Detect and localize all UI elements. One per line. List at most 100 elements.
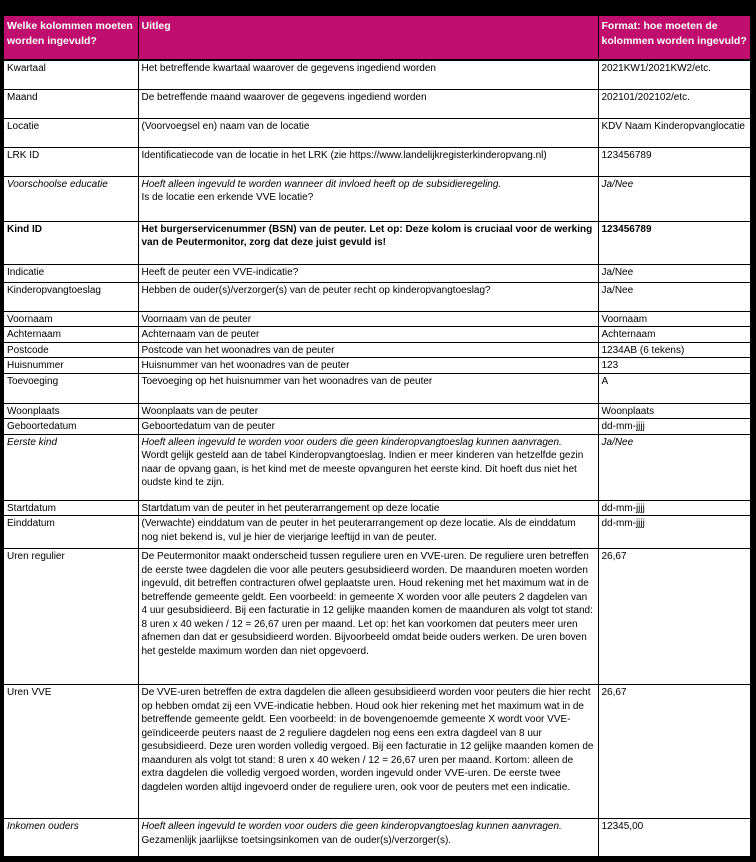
column-name-cell: Voornaam [2, 310, 139, 327]
uitleg-text: De Peutermonitor maakt onderscheid tusse… [141, 551, 593, 657]
format-cell: dd-mm-jjjj [597, 515, 752, 549]
column-name-cell: Einddatum [2, 515, 139, 549]
uitleg-cell: Voornaam van de peuter [137, 310, 599, 327]
table-row: Toevoeging Toevoeging op het huisnummer v… [2, 372, 752, 404]
uitleg-cell: Toevoeging op het huisnummer van het woo… [137, 372, 599, 404]
uitleg-cell: Startdatum van de peuter in het peuterar… [137, 499, 599, 516]
table-row: Kind ID Het burgerservicenummer (BSN) van… [2, 220, 752, 265]
column-name-cell: Toevoeging [2, 372, 139, 404]
column-name-cell: Voorschoolse educatie [2, 175, 139, 222]
uitleg-cell: Achternaam van de peuter [137, 326, 599, 343]
format-cell: 26,67 [597, 684, 752, 819]
table-row: Woonplaats Woonplaats van de peuter Woonpl… [2, 402, 752, 419]
uitleg-text: De betreffende maand waarover de gegeven… [141, 91, 427, 103]
instruction-table: Welke kolommen moeten worden ingevuld? U… [2, 14, 752, 858]
uitleg-text: Woonplaats van de peuter [141, 405, 259, 417]
table-row: Kinderopvangtoeslag Hebben de ouder(s)/ve… [2, 281, 752, 312]
uitleg-text: Gezamenlijk jaarlijkse toetsingsinkomen … [141, 834, 452, 846]
table-row: Einddatum (Verwachte) einddatum van de pe… [2, 515, 752, 549]
uitleg-cell: Het burgerservicenummer (BSN) van de peu… [137, 220, 599, 265]
uitleg-cell: Het betreffende kwartaal waarover de geg… [137, 59, 599, 90]
uitleg-text: Toevoeging op het huisnummer van het woo… [141, 375, 433, 387]
table-row: Uren VVE De VVE-uren betreffen de extra d… [2, 684, 752, 819]
uitleg-cell: (Verwachte) einddatum van de peuter in h… [137, 515, 599, 549]
table-row: LRK ID Identificatiecode van de locatie i… [2, 146, 752, 177]
uitleg-text: Startdatum van de peuter in het peuterar… [141, 502, 440, 514]
uitleg-cell: Geboortedatum van de peuter [137, 418, 599, 435]
column-name-cell: Geboortedatum [2, 418, 139, 435]
uitleg-cell: Postcode van het woonadres van de peuter [137, 341, 599, 358]
uitleg-cell: De Peutermonitor maakt onderscheid tusse… [137, 548, 599, 685]
uitleg-cell: Hebben de ouder(s)/verzorger(s) van de p… [137, 281, 599, 312]
table-row: Startdatum Startdatum van de peuter in he… [2, 499, 752, 516]
uitleg-text: Geboortedatum van de peuter [141, 421, 275, 432]
header-column-name: Welke kolommen moeten worden ingevuld? [2, 14, 139, 61]
table-body: Kwartaal Het betreffende kwartaal waarove… [2, 59, 752, 857]
uitleg-text: De VVE-uren betreffen de extra dagdelen … [141, 687, 594, 793]
uitleg-text: Heeft de peuter een VVE-indicatie? [141, 266, 299, 278]
table-row: Uren regulier De Peutermonitor maakt onde… [2, 548, 752, 685]
uitleg-text: Het burgerservicenummer (BSN) van de peu… [141, 223, 593, 249]
format-cell: Achternaam [597, 326, 752, 343]
table-row: Voorschoolse educatie Hoeft alleen ingevu… [2, 175, 752, 222]
header-format: Format: hoe moeten de kolommen worden in… [597, 14, 752, 61]
format-cell: 2021KW1/2021KW2/etc. [597, 59, 752, 90]
format-cell: 12345,00 [597, 818, 752, 857]
uitleg-text: (Verwachte) einddatum van de peuter in h… [141, 518, 576, 543]
uitleg-cell: De betreffende maand waarover de gegeven… [137, 88, 599, 119]
format-cell: Ja/Nee [597, 433, 752, 501]
uitleg-cell: Heeft de peuter een VVE-indicatie? [137, 263, 599, 283]
table-row: Maand De betreffende maand waarover de ge… [2, 88, 752, 119]
format-cell: Ja/Nee [597, 281, 752, 312]
format-cell: 1234AB (6 tekens) [597, 341, 752, 358]
uitleg-cell: Hoeft alleen ingevuld te worden wanneer … [137, 175, 599, 222]
uitleg-cell: (Voorvoegsel en) naam van de locatie [137, 117, 599, 148]
format-cell: Voornaam [597, 310, 752, 327]
format-cell: Ja/Nee [597, 175, 752, 222]
uitleg-cell: Woonplaats van de peuter [137, 402, 599, 419]
column-name-cell: Indicatie [2, 263, 139, 283]
table-header-row: Welke kolommen moeten worden ingevuld? U… [2, 14, 752, 61]
column-name-cell: Inkomen ouders [2, 818, 139, 857]
table-row: Geboortedatum Geboortedatum van de peuter… [2, 418, 752, 435]
uitleg-text: Is de locatie een erkende VVE locatie? [141, 192, 314, 203]
column-name-cell: Kwartaal [2, 59, 139, 90]
column-name-cell: Uren VVE [2, 684, 139, 819]
uitleg-text: Identificatiecode van de locatie in het … [141, 149, 547, 161]
uitleg-text: Huisnummer van het woonadres van de peut… [141, 360, 350, 371]
table-row: Locatie (Voorvoegsel en) naam van de loca… [2, 117, 752, 148]
uitleg-cell: Huisnummer van het woonadres van de peut… [137, 357, 599, 374]
uitleg-cell: De VVE-uren betreffen de extra dagdelen … [137, 684, 599, 819]
column-name-cell: Maand [2, 88, 139, 119]
uitleg-text: Hoeft alleen ingevuld te worden voor oud… [141, 821, 562, 832]
uitleg-text: (Voorvoegsel en) naam van de locatie [141, 120, 310, 132]
format-cell: KDV Naam Kinderopvanglocatie [597, 117, 752, 148]
format-cell: A [597, 372, 752, 404]
column-name-cell: Startdatum [2, 499, 139, 516]
uitleg-text: Wordt gelijk gesteld aan de tabel Kinder… [141, 450, 584, 488]
uitleg-cell: Identificatiecode van de locatie in het … [137, 146, 599, 177]
uitleg-text: Voornaam van de peuter [141, 313, 252, 325]
column-name-cell: LRK ID [2, 146, 139, 177]
column-name-cell: Kinderopvangtoeslag [2, 281, 139, 312]
uitleg-text: Postcode van het woonadres van de peuter [141, 344, 335, 356]
format-cell: 123456789 [597, 220, 752, 265]
table-row: Indicatie Heeft de peuter een VVE-indicat… [2, 263, 752, 283]
column-name-cell: Eerste kind [2, 433, 139, 501]
column-name-cell: Achternaam [2, 326, 139, 343]
table-row: Postcode Postcode van het woonadres van d… [2, 341, 752, 358]
column-name-cell: Woonplaats [2, 402, 139, 419]
table-row: Kwartaal Het betreffende kwartaal waarove… [2, 59, 752, 90]
column-name-cell: Huisnummer [2, 357, 139, 374]
format-cell: 202101/202102/etc. [597, 88, 752, 119]
uitleg-text: Hoeft alleen ingevuld te worden voor oud… [141, 436, 562, 448]
format-cell: 123 [597, 357, 752, 374]
table-row: Achternaam Achternaam van de peuter Achter… [2, 326, 752, 343]
uitleg-text: Het betreffende kwartaal waarover de geg… [141, 63, 436, 74]
table-row: Inkomen ouders Hoeft alleen ingevuld te w… [2, 818, 752, 857]
uitleg-cell: Hoeft alleen ingevuld te worden voor oud… [137, 433, 599, 501]
format-cell: dd-mm-jjjj [597, 499, 752, 516]
table-row: Voornaam Voornaam van de peuter Voornaam [2, 310, 752, 327]
header-uitleg: Uitleg [137, 14, 599, 61]
column-name-cell: Locatie [2, 117, 139, 148]
